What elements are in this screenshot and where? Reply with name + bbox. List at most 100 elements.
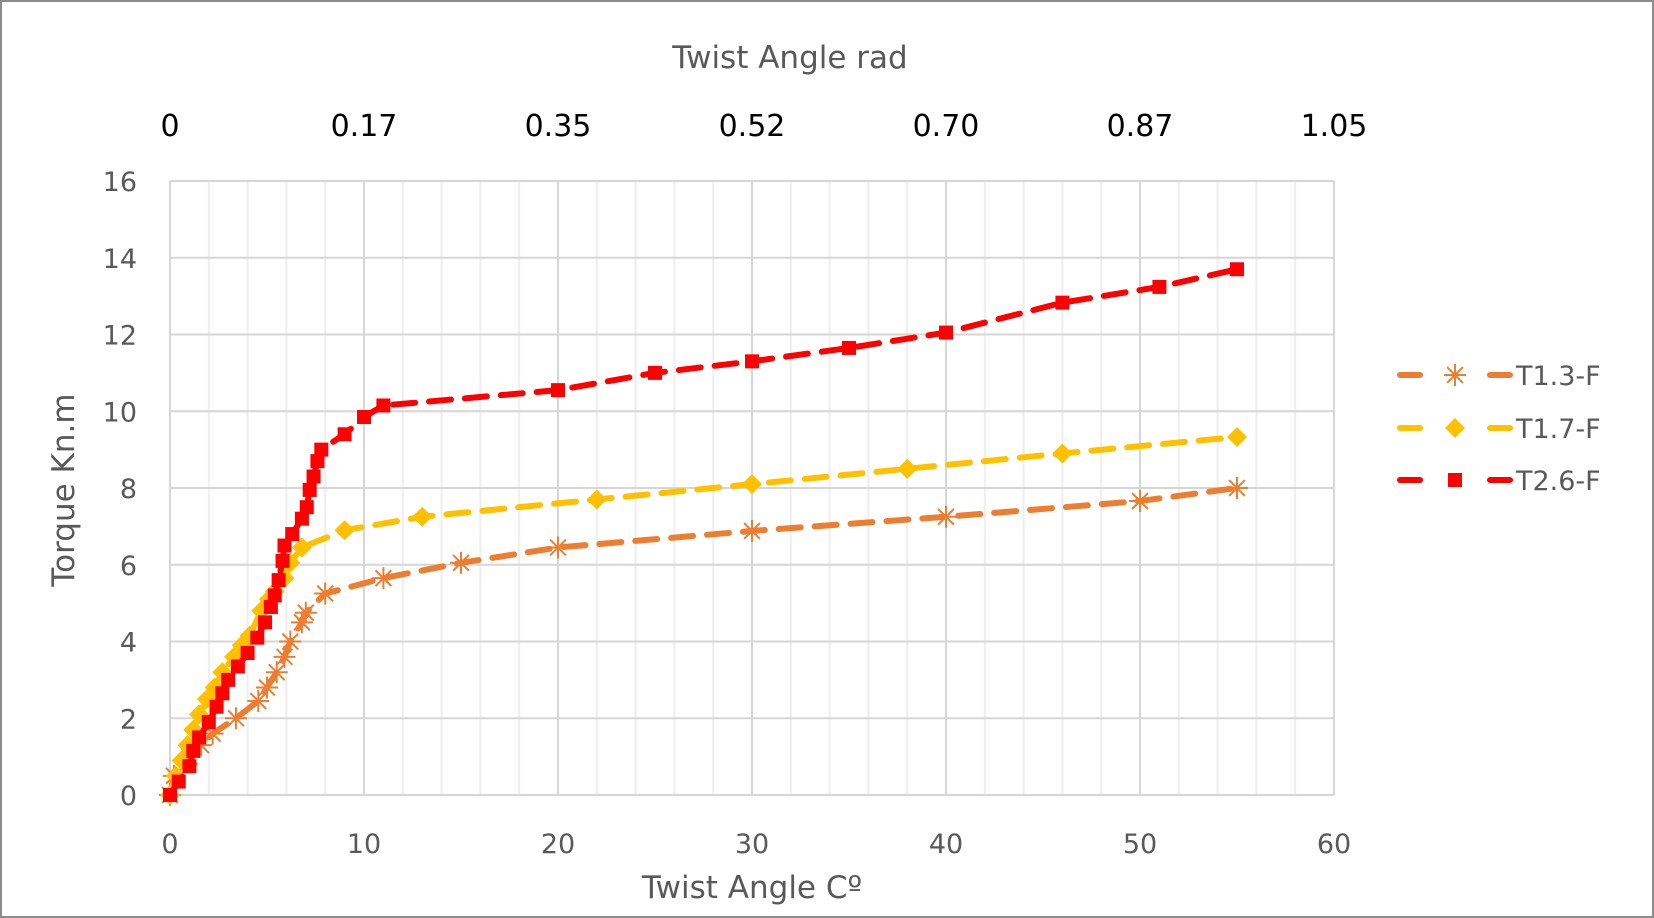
series-layer (159, 262, 1248, 806)
y-tick-label: 12 (103, 321, 137, 352)
data-point-square (337, 427, 352, 442)
data-point-diamond (742, 474, 762, 495)
legend-label: T1.3-F (1515, 361, 1601, 392)
top-axis-title: Twist Angle rad (671, 40, 907, 76)
y-tick-label: 4 (120, 628, 137, 659)
data-point-square (209, 699, 224, 714)
data-point-square (745, 354, 759, 369)
data-point-square (285, 527, 300, 542)
data-point-asterisk (224, 707, 247, 730)
data-point-asterisk (1444, 364, 1466, 386)
data-point-asterisk (294, 601, 317, 624)
x-tick-label: 40 (929, 829, 963, 860)
data-point-asterisk (1226, 477, 1248, 499)
x-tick-label: 60 (1317, 829, 1351, 860)
legend-item: T1.3-F (1397, 361, 1601, 392)
data-point-square (1230, 262, 1244, 277)
data-point-asterisk (1129, 490, 1151, 513)
data-point-square (1055, 295, 1070, 310)
data-point-diamond (1227, 426, 1247, 447)
data-point-asterisk (372, 567, 395, 590)
y-axis-title: Torque Kn.m (46, 393, 82, 587)
x-tick-label: 0 (161, 829, 178, 860)
data-point-square (267, 588, 282, 603)
data-point-diamond (897, 458, 918, 479)
legend-item: T2.6-F (1397, 466, 1601, 497)
x-tick-label: 30 (735, 829, 769, 860)
data-point-diamond (334, 520, 355, 541)
data-point-diamond (239, 625, 260, 646)
y-tick-label: 16 (103, 167, 137, 198)
series-line (167, 433, 1240, 798)
legend-label: T1.7-F (1515, 414, 1601, 445)
data-point-square (275, 553, 290, 568)
data-point-square (250, 630, 265, 645)
data-point-square (1152, 279, 1167, 294)
top-tick-label: 0.87 (1107, 109, 1174, 144)
y-tick-label: 8 (120, 474, 137, 505)
data-point-square (182, 759, 197, 774)
series-T2.6-F (163, 262, 1244, 802)
data-point-square (648, 365, 662, 380)
data-point-square (192, 730, 207, 745)
data-point-square (376, 398, 391, 413)
y-axis-ticks: 0 2 4 6 8 10 12 14 16 (103, 167, 137, 812)
data-point-square (551, 383, 565, 398)
data-point-asterisk (741, 519, 763, 542)
top-axis-ticks: 0 0.17 0.35 0.52 0.70 0.87 1.05 (160, 109, 1367, 144)
data-point-asterisk (273, 645, 296, 668)
data-point-square (186, 743, 201, 758)
data-point-square (271, 573, 286, 588)
top-tick-label: 0.35 (525, 109, 592, 144)
series-T1.7-F (160, 426, 1247, 805)
data-point-square (1448, 473, 1462, 487)
series-line (167, 266, 1240, 798)
y-tick-label: 2 (120, 704, 137, 735)
data-point-asterisk (935, 505, 957, 528)
top-tick-label: 0 (160, 109, 179, 144)
top-tick-label: 0.70 (913, 109, 980, 144)
data-point-square (163, 788, 177, 802)
data-point-square (310, 454, 325, 469)
data-point-square (215, 686, 230, 701)
data-point-asterisk (247, 689, 270, 712)
data-point-asterisk (547, 536, 569, 559)
data-point-square (314, 442, 329, 457)
data-point-square (240, 646, 255, 661)
x-axis-ticks: 0 10 20 30 40 50 60 (161, 829, 1351, 860)
legend-item: T1.7-F (1397, 414, 1601, 445)
data-point-square (306, 469, 321, 484)
data-point-asterisk (314, 582, 337, 605)
data-point-asterisk (279, 630, 302, 653)
data-point-square (939, 325, 953, 340)
data-point-diamond (291, 537, 312, 558)
data-point-diamond (586, 489, 607, 510)
grid-major (169, 180, 1335, 796)
data-point-square (201, 715, 216, 730)
top-tick-label: 1.05 (1301, 109, 1368, 144)
data-point-square (230, 659, 245, 674)
y-tick-label: 14 (103, 244, 137, 275)
data-point-square (258, 615, 273, 630)
data-point-square (263, 599, 278, 614)
data-point-diamond (1052, 443, 1073, 464)
y-tick-label: 6 (120, 551, 137, 582)
data-point-diamond (412, 506, 433, 527)
data-point-square (221, 672, 236, 687)
data-point-square (842, 340, 856, 355)
y-tick-label: 0 (120, 781, 137, 812)
legend: T1.3-F T1.7-F T2.6-F (1397, 361, 1601, 497)
data-point-square (277, 538, 292, 553)
x-tick-label: 20 (541, 829, 575, 860)
top-tick-label: 0.52 (719, 109, 786, 144)
data-point-square (302, 482, 317, 497)
y-tick-label: 10 (103, 397, 137, 428)
data-point-square (294, 511, 309, 526)
data-point-asterisk (290, 611, 313, 634)
x-tick-label: 10 (347, 829, 381, 860)
data-point-diamond (1445, 418, 1465, 438)
data-point-square (299, 500, 314, 515)
data-point-asterisk (256, 676, 278, 699)
